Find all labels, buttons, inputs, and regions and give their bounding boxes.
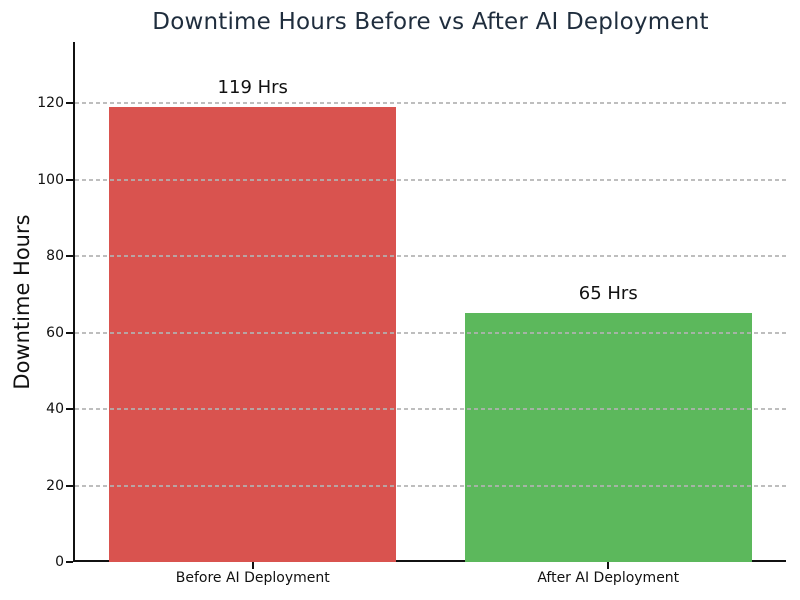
- x-axis-tick: [251, 562, 254, 569]
- y-tick-label: 80: [46, 248, 64, 265]
- x-axis-spine: [73, 560, 786, 562]
- y-tick-label: 120: [37, 95, 64, 112]
- x-tick-label: Before AI Deployment: [175, 570, 330, 586]
- y-axis-tick: [66, 484, 73, 487]
- y-axis-tick: [66, 178, 73, 181]
- x-tick-label: After AI Deployment: [537, 570, 680, 586]
- y-axis-tick: [66, 561, 73, 563]
- y-axis-tick: [66, 102, 73, 105]
- bar: [464, 313, 752, 562]
- grid-line: [75, 102, 786, 105]
- bar-value-label: 65 Hrs: [578, 283, 638, 305]
- y-axis-tick: [66, 331, 73, 334]
- x-axis-tick: [607, 562, 610, 569]
- y-tick-label: 20: [46, 477, 64, 494]
- plot-area: 119 Hrs 65 Hrs: [75, 42, 786, 562]
- y-tick-label: 60: [46, 324, 64, 341]
- y-axis-tick: [66, 408, 73, 411]
- y-axis-tick: [66, 255, 73, 258]
- y-axis-label-text: Downtime Hours: [10, 214, 34, 390]
- y-axis-spine: [73, 42, 75, 562]
- y-tick-label: 100: [37, 171, 64, 188]
- bar: [109, 107, 397, 562]
- chart-title: Downtime Hours Before vs After AI Deploy…: [152, 9, 709, 35]
- y-tick-label: 0: [55, 554, 64, 570]
- y-tick-label: 40: [46, 401, 64, 418]
- bar-value-label: 119 Hrs: [217, 77, 288, 98]
